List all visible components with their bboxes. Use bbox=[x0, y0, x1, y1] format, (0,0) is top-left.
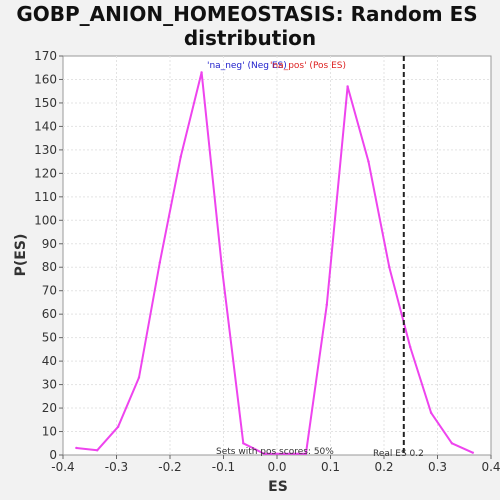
legend-neg-label: 'na_neg' (Neg ES) bbox=[207, 61, 287, 71]
data-point bbox=[158, 261, 162, 264]
y-tick-label: 50 bbox=[42, 331, 57, 345]
data-point bbox=[116, 425, 120, 429]
real-es-annotation: Real ES 0.2 bbox=[373, 449, 424, 459]
x-tick-label: 0.2 bbox=[374, 460, 393, 474]
y-tick-label: 140 bbox=[34, 119, 57, 133]
chart-title: GOBP_ANION_HOMEOSTASIS: Random ES bbox=[16, 2, 477, 26]
y-tick-label: 70 bbox=[42, 284, 57, 298]
x-tick-label: 0.0 bbox=[267, 460, 286, 474]
y-tick-label: 170 bbox=[34, 49, 57, 63]
x-axis: -0.4 -0.3 -0.2 -0.1 0.0 0.1 0.2 0.3 0.4 bbox=[51, 455, 500, 474]
data-point bbox=[221, 270, 224, 274]
y-tick-label: 160 bbox=[34, 72, 57, 86]
x-tick-label: -0.3 bbox=[105, 460, 128, 474]
data-point bbox=[409, 345, 412, 349]
x-tick-label: 0.4 bbox=[481, 460, 500, 474]
data-point bbox=[325, 303, 328, 306]
chart-title-line2: distribution bbox=[184, 26, 316, 50]
y-tick-label: 130 bbox=[34, 143, 57, 157]
y-tick-label: 20 bbox=[42, 401, 57, 415]
data-point bbox=[283, 452, 287, 456]
y-tick-label: 100 bbox=[34, 213, 57, 227]
y-tick-label: 30 bbox=[42, 378, 57, 392]
data-point bbox=[200, 71, 203, 74]
data-point bbox=[137, 376, 141, 379]
y-axis: 0 10 20 30 40 50 60 70 80 90 100 110 120 130 140 150 160… bbox=[34, 49, 63, 462]
x-tick-label: -0.4 bbox=[51, 460, 74, 474]
data-point bbox=[262, 452, 266, 456]
data-point bbox=[96, 449, 99, 452]
legend-pos-label: 'na_pos' (Pos ES) bbox=[270, 61, 346, 71]
legend-overlap-mask bbox=[290, 59, 308, 72]
y-tick-label: 60 bbox=[42, 307, 57, 321]
y-tick-label: 0 bbox=[49, 448, 57, 462]
series-layer bbox=[75, 71, 475, 456]
y-tick-label: 80 bbox=[42, 260, 57, 274]
data-point bbox=[471, 451, 475, 454]
y-tick-label: 10 bbox=[42, 425, 57, 439]
x-tick-label: 0.1 bbox=[321, 460, 340, 474]
data-point bbox=[450, 442, 454, 445]
data-point bbox=[304, 452, 308, 456]
data-point bbox=[346, 85, 349, 88]
y-tick-label: 120 bbox=[34, 166, 57, 180]
data-point bbox=[75, 446, 78, 450]
plot-area bbox=[62, 55, 492, 456]
es-distribution-line bbox=[76, 71, 474, 455]
y-tick-label: 150 bbox=[34, 96, 57, 110]
grid-lines bbox=[63, 56, 491, 455]
data-point bbox=[179, 155, 182, 159]
x-axis-label: ES bbox=[268, 479, 288, 495]
y-tick-label: 40 bbox=[42, 354, 57, 368]
x-tick-label: -0.2 bbox=[158, 460, 181, 474]
x-tick-label: -0.1 bbox=[212, 460, 235, 474]
y-tick-label: 110 bbox=[34, 190, 57, 204]
y-tick-label: 90 bbox=[42, 237, 57, 251]
data-point bbox=[429, 411, 433, 414]
data-point bbox=[367, 160, 370, 163]
data-point bbox=[388, 266, 391, 269]
data-point bbox=[242, 442, 245, 445]
x-tick-label: 0.3 bbox=[428, 460, 447, 474]
y-axis-label: P(ES) bbox=[13, 234, 29, 277]
pos-scores-annotation: Sets with pos scores: 50% bbox=[216, 447, 334, 457]
